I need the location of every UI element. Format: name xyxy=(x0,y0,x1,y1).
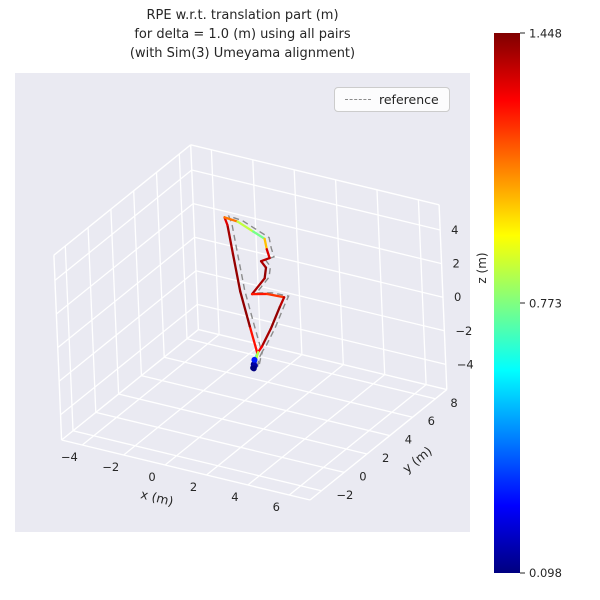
y-tick-label: 6 xyxy=(428,414,435,428)
trajectory-segment xyxy=(265,248,271,260)
box-edge xyxy=(53,255,63,441)
trajectory-segment xyxy=(226,223,235,256)
grid-line-x-floor xyxy=(288,384,427,496)
axis-tick-labels: −4 −2 0 2 4 6 −2 0 2 4 6 8 4 2 0 −2 −4 xyxy=(61,223,474,514)
grid-line-z-right-wall xyxy=(192,202,442,265)
colorbar-gradient-bar xyxy=(494,33,520,573)
legend-box: reference xyxy=(334,87,450,112)
box-edge xyxy=(198,328,447,391)
box-edge xyxy=(53,144,192,256)
trajectory-segment xyxy=(250,277,266,296)
grid-line-z-left-wall xyxy=(60,303,198,416)
reference-dashed-line xyxy=(227,215,290,368)
trajectory-segment xyxy=(259,256,271,263)
trajectory-segment xyxy=(248,325,259,355)
y-tick-label: −2 xyxy=(336,488,353,502)
grid-line-z-right-wall xyxy=(191,169,441,231)
trajectory-segment xyxy=(269,306,281,330)
trajectory-segment xyxy=(263,266,268,280)
trajectory-segment xyxy=(263,237,268,251)
y-tick-label: 2 xyxy=(382,451,389,465)
grid-line-z-left-wall xyxy=(57,236,195,349)
trajectory-segment xyxy=(223,216,239,223)
box-edge xyxy=(61,439,311,501)
title-line-1: RPE w.r.t. translation part (m) xyxy=(146,8,339,23)
y-tick-label: 4 xyxy=(405,433,412,447)
y-tick-label: 8 xyxy=(450,396,457,410)
grid-line-y-floor xyxy=(141,374,390,437)
z-tick-label: −2 xyxy=(455,324,472,338)
z-tick-label: −4 xyxy=(457,357,474,371)
box-edge xyxy=(309,389,448,501)
grid-line-z-left-wall xyxy=(58,270,197,382)
grid-line-x-floor xyxy=(206,364,344,476)
grid-line-y-floor xyxy=(72,430,322,492)
colorbar-label-mid: 0.773 xyxy=(529,297,562,311)
grid-line-z-left-wall xyxy=(54,169,193,281)
z-tick-label: 2 xyxy=(453,257,460,271)
colorbar-label-min: 0.098 xyxy=(529,566,562,580)
trajectory-segment xyxy=(260,327,272,348)
trajectory-endpoint-markers xyxy=(250,356,258,372)
grid-line-x-floor xyxy=(123,344,261,456)
title-line-3: (with Sim(3) Umeyama alignment) xyxy=(129,46,356,61)
reference-dashed-line-sample xyxy=(345,99,371,100)
x-tick-label: 6 xyxy=(273,500,280,514)
trajectory-segment xyxy=(252,230,266,240)
trajectory-segment xyxy=(266,292,286,299)
legend-label-reference: reference xyxy=(379,92,439,107)
grid-lines xyxy=(54,149,446,496)
x-tick-label: −2 xyxy=(102,460,119,474)
z-tick-label: 4 xyxy=(451,223,458,237)
colorbar-label-max: 1.448 xyxy=(529,27,562,41)
x-tick-label: 2 xyxy=(190,480,197,494)
trajectory-segment xyxy=(236,220,255,233)
trajectory-point-marker xyxy=(250,365,257,372)
z-tick-label: 0 xyxy=(454,290,461,304)
plot-title: RPE w.r.t. translation part (m) for delt… xyxy=(15,6,470,63)
grid-line-z-left-wall xyxy=(55,203,194,315)
trajectory-segment xyxy=(256,345,264,354)
grid-line-z-right-wall xyxy=(197,303,446,366)
box-edge xyxy=(61,329,199,441)
title-line-2: for delta = 1.0 (m) using all pairs xyxy=(134,27,351,42)
grid-line-x-floor xyxy=(81,334,220,446)
reference-trajectory xyxy=(227,215,290,368)
z-axis-label: z (m) xyxy=(475,252,489,283)
colorbar: 1.448 0.773 0.098 xyxy=(494,27,562,580)
grid-line-y-floor xyxy=(118,393,368,455)
axes-box-edges xyxy=(53,144,448,501)
trajectory-segment xyxy=(239,290,251,328)
grid-line-y-floor xyxy=(95,411,345,474)
trajectory-point-marker xyxy=(251,356,258,363)
box-edge xyxy=(190,144,440,206)
grid-line-y-floor xyxy=(164,356,413,418)
grid-line-x-floor xyxy=(247,374,386,486)
y-tick-label: 0 xyxy=(359,469,366,483)
grid-line-y-floor xyxy=(186,338,436,400)
x-tick-label: 4 xyxy=(231,490,238,504)
trajectory-segment xyxy=(278,296,286,309)
box-edge xyxy=(190,144,200,330)
x-tick-label: 0 xyxy=(148,470,155,484)
trajectory-segment xyxy=(231,252,242,293)
grid-line-x-floor xyxy=(164,354,303,466)
x-tick-label: −4 xyxy=(61,450,78,464)
box-edge xyxy=(438,204,448,390)
trajectory-segment xyxy=(259,260,268,269)
